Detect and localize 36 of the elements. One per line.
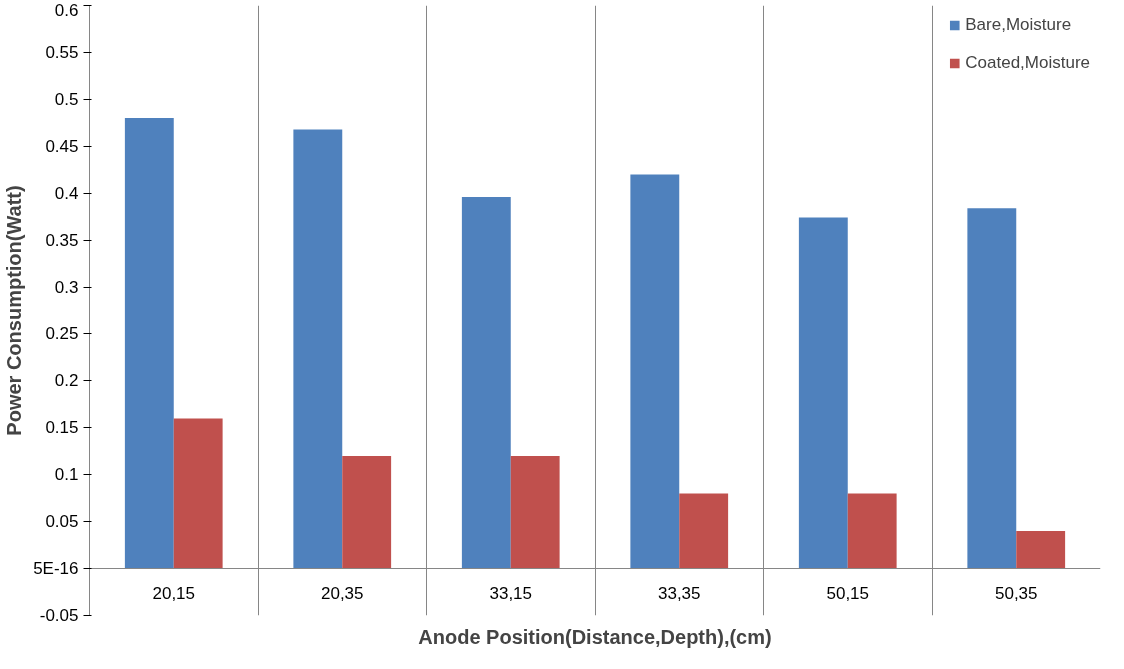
bar xyxy=(510,455,560,569)
bar xyxy=(847,493,897,569)
x-tick-label: 20,35 xyxy=(320,583,364,603)
y-tick-label: 0.1 xyxy=(54,465,79,485)
x-tick-label: 33,15 xyxy=(489,583,533,603)
bar xyxy=(461,196,511,569)
y-tick-label: 5E-16 xyxy=(33,559,79,579)
legend-label: Coated,Moisture xyxy=(965,53,1090,73)
bar xyxy=(1016,531,1066,569)
y-tick-label: 0.55 xyxy=(45,42,79,62)
x-axis-title: Anode Position(Distance,Depth),(cm) xyxy=(418,625,772,648)
bar xyxy=(798,217,848,569)
y-tick-label: 0.45 xyxy=(45,136,79,156)
x-tick-label: 20,15 xyxy=(152,583,196,603)
legend-label: Bare,Moisture xyxy=(965,15,1072,35)
x-tick-label: 33,35 xyxy=(657,583,701,603)
y-tick-label: -0.05 xyxy=(39,606,79,625)
y-axis-title: Power Consumption(Watt) xyxy=(3,185,26,436)
bar xyxy=(342,455,392,569)
y-tick-label: 0.35 xyxy=(45,230,79,250)
bar xyxy=(293,129,343,569)
y-tick-label: 0.05 xyxy=(45,512,79,532)
x-tick-label: 50,35 xyxy=(994,583,1038,603)
bar xyxy=(173,418,223,569)
y-tick-label: 0.25 xyxy=(45,324,79,344)
bar xyxy=(630,174,680,569)
bar xyxy=(679,493,729,569)
y-tick-label: 0.15 xyxy=(45,418,79,438)
bar xyxy=(124,118,174,569)
y-tick-label: 0.6 xyxy=(54,0,79,20)
y-tick-label: 0.2 xyxy=(54,371,79,391)
y-tick-label: 0.4 xyxy=(54,183,79,203)
y-tick-label: 0.3 xyxy=(54,277,79,297)
bar xyxy=(967,208,1017,569)
y-tick-label: 0.5 xyxy=(54,89,79,109)
x-tick-label: 50,15 xyxy=(826,583,870,603)
